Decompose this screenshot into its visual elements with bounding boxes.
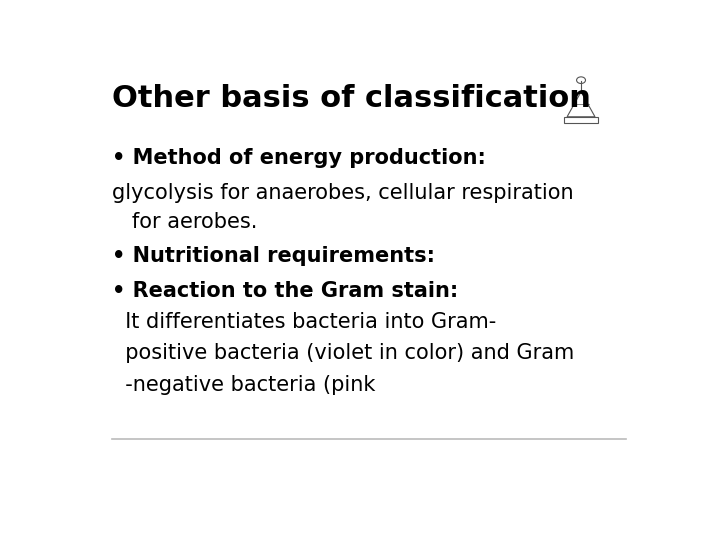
- Text: positive bacteria (violet in color) and Gram: positive bacteria (violet in color) and …: [112, 343, 575, 363]
- Text: • Reaction to the Gram stain:: • Reaction to the Gram stain:: [112, 281, 459, 301]
- Text: • Method of energy production:: • Method of energy production:: [112, 148, 486, 168]
- Text: It differentiates bacteria into Gram-: It differentiates bacteria into Gram-: [112, 312, 497, 332]
- Text: glycolysis for anaerobes, cellular respiration: glycolysis for anaerobes, cellular respi…: [112, 183, 574, 203]
- Text: -negative bacteria (pink: -negative bacteria (pink: [112, 375, 376, 395]
- Bar: [564, 117, 598, 123]
- Text: • Nutritional requirements:: • Nutritional requirements:: [112, 246, 436, 266]
- Text: for aerobes.: for aerobes.: [112, 212, 258, 232]
- Text: Other basis of classification: Other basis of classification: [112, 84, 591, 112]
